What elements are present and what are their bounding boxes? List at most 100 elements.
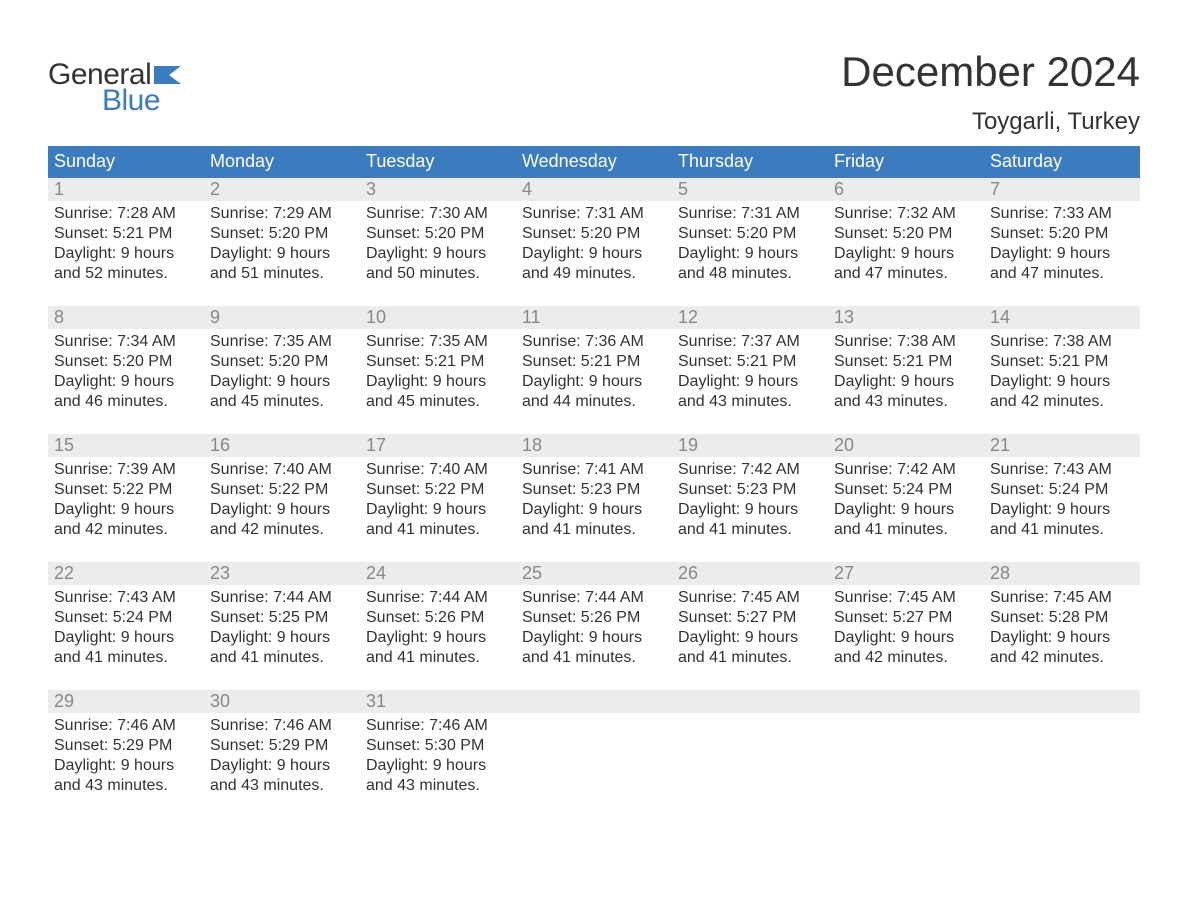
- calendar-cell: Sunrise: 7:38 AMSunset: 5:21 PMDaylight:…: [828, 329, 984, 434]
- calendar-cell: [984, 713, 1140, 818]
- d1-line: Daylight: 9 hours: [210, 244, 354, 264]
- sunset-line: Sunset: 5:21 PM: [54, 224, 198, 244]
- day-number: 15: [48, 434, 204, 457]
- d2-line: and 42 minutes.: [834, 648, 978, 668]
- logo-word-2: Blue: [102, 84, 160, 118]
- day-number: [516, 690, 672, 713]
- sunset-line: Sunset: 5:26 PM: [366, 608, 510, 628]
- sunset-line: Sunset: 5:20 PM: [522, 224, 666, 244]
- calendar-cell: Sunrise: 7:31 AMSunset: 5:20 PMDaylight:…: [516, 201, 672, 306]
- sunset-line: Sunset: 5:25 PM: [210, 608, 354, 628]
- calendar-cell: [828, 713, 984, 818]
- day-header: Friday: [828, 146, 984, 178]
- calendar-cell: Sunrise: 7:35 AMSunset: 5:20 PMDaylight:…: [204, 329, 360, 434]
- sunrise-line: Sunrise: 7:46 AM: [54, 716, 198, 736]
- calendar-week: 293031Sunrise: 7:46 AMSunset: 5:29 PMDay…: [48, 690, 1140, 818]
- sunset-line: Sunset: 5:24 PM: [990, 480, 1134, 500]
- calendar-cell: Sunrise: 7:45 AMSunset: 5:27 PMDaylight:…: [828, 585, 984, 690]
- day-number: 14: [984, 306, 1140, 329]
- day-number: 9: [204, 306, 360, 329]
- sunrise-line: Sunrise: 7:40 AM: [366, 460, 510, 480]
- d2-line: and 41 minutes.: [522, 648, 666, 668]
- day-number: 24: [360, 562, 516, 585]
- day-number: 4: [516, 178, 672, 201]
- day-number: 17: [360, 434, 516, 457]
- day-number: 16: [204, 434, 360, 457]
- d1-line: Daylight: 9 hours: [678, 500, 822, 520]
- sunrise-line: Sunrise: 7:28 AM: [54, 204, 198, 224]
- sunset-line: Sunset: 5:26 PM: [522, 608, 666, 628]
- d1-line: Daylight: 9 hours: [990, 500, 1134, 520]
- calendar-cell: Sunrise: 7:34 AMSunset: 5:20 PMDaylight:…: [48, 329, 204, 434]
- day-number-row: 22232425262728: [48, 562, 1140, 585]
- sunrise-line: Sunrise: 7:32 AM: [834, 204, 978, 224]
- sunset-line: Sunset: 5:30 PM: [366, 736, 510, 756]
- calendar-week: 15161718192021 Sunrise: 7:39 AM Sunset: 5:…: [48, 434, 1140, 562]
- calendar-cell: [672, 713, 828, 818]
- sunset-line: Sunset: 5:21 PM: [678, 352, 822, 372]
- d2-line: and 41 minutes.: [678, 648, 822, 668]
- day-number: 31: [360, 690, 516, 713]
- sunrise-line: Sunrise: 7:46 AM: [366, 716, 510, 736]
- d2-line: and 42 minutes.: [990, 648, 1134, 668]
- calendar-cell: Sunrise: 7:43 AMSunset: 5:24 PMDaylight:…: [48, 585, 204, 690]
- week-row: 1234567Sunrise: 7:28 AMSunset: 5:21 PMDa…: [48, 178, 1140, 306]
- d1-line: Daylight: 9 hours: [522, 244, 666, 264]
- day-number-row: 15161718192021: [48, 434, 1140, 457]
- calendar-cell: Sunrise: 7:38 AMSunset: 5:21 PMDaylight:…: [984, 329, 1140, 434]
- sunrise-line: Sunrise: 7:44 AM: [210, 588, 354, 608]
- sunrise-line: Sunrise: 7:31 AM: [678, 204, 822, 224]
- calendar-cell: Sunrise: 7:42 AMSunset: 5:24 PMDaylight:…: [828, 457, 984, 562]
- day-number: 3: [360, 178, 516, 201]
- sunrise-line: Sunrise: 7:35 AM: [210, 332, 354, 352]
- d1-line: Daylight: 9 hours: [522, 500, 666, 520]
- d2-line: and 41 minutes.: [678, 520, 822, 540]
- sunrise-line: Sunrise: 7:45 AM: [678, 588, 822, 608]
- d1-line: Daylight: 9 hours: [210, 628, 354, 648]
- d2-line: and 41 minutes.: [210, 648, 354, 668]
- sunset-line: Sunset: 5:28 PM: [990, 608, 1134, 628]
- calendar-cell: Sunrise: 7:45 AMSunset: 5:28 PMDaylight:…: [984, 585, 1140, 690]
- d2-line: and 43 minutes.: [210, 776, 354, 796]
- calendar-cell: Sunrise: 7:31 AMSunset: 5:20 PMDaylight:…: [672, 201, 828, 306]
- calendar-cell: Sunrise: 7:36 AMSunset: 5:21 PMDaylight:…: [516, 329, 672, 434]
- d1-line: Daylight: 9 hours: [366, 244, 510, 264]
- d1-line: Daylight: 9 hours: [678, 372, 822, 392]
- calendar-cell: Sunrise: 7:32 AMSunset: 5:20 PMDaylight:…: [828, 201, 984, 306]
- sunset-line: Sunset: 5:20 PM: [210, 224, 354, 244]
- day-number: 1: [48, 178, 204, 201]
- calendar-cell: Sunrise: 7:46 AMSunset: 5:29 PMDaylight:…: [204, 713, 360, 818]
- calendar-cell: Sunrise: 7:46 AMSunset: 5:30 PMDaylight:…: [360, 713, 516, 818]
- day-number-row: 891011121314: [48, 306, 1140, 329]
- d2-line: and 42 minutes.: [54, 520, 198, 540]
- d2-line: and 43 minutes.: [678, 392, 822, 412]
- calendar-cell: Sunrise: 7:41 AMSunset: 5:23 PMDaylight:…: [516, 457, 672, 562]
- flag-icon: [153, 64, 183, 86]
- calendar-cell: Sunrise: 7:29 AMSunset: 5:20 PMDaylight:…: [204, 201, 360, 306]
- d2-line: and 48 minutes.: [678, 264, 822, 284]
- d2-line: and 41 minutes.: [522, 520, 666, 540]
- sunrise-line: Sunrise: 7:42 AM: [834, 460, 978, 480]
- sunset-line: Sunset: 5:29 PM: [210, 736, 354, 756]
- sunrise-line: Sunrise: 7:40 AM: [210, 460, 354, 480]
- day-number: 8: [48, 306, 204, 329]
- day-number: 21: [984, 434, 1140, 457]
- day-number: [828, 690, 984, 713]
- sunset-line: Sunset: 5:20 PM: [210, 352, 354, 372]
- sunrise-line: Sunrise: 7:39 AM: [54, 460, 198, 480]
- calendar-cell: [516, 713, 672, 818]
- week-row: 22232425262728Sunrise: 7:43 AMSunset: 5:…: [48, 562, 1140, 690]
- d1-line: Daylight: 9 hours: [990, 628, 1134, 648]
- sunset-line: Sunset: 5:24 PM: [54, 608, 198, 628]
- calendar-cell: Sunrise: 7:37 AMSunset: 5:21 PMDaylight:…: [672, 329, 828, 434]
- d1-line: Daylight: 9 hours: [366, 372, 510, 392]
- d1-line: Daylight: 9 hours: [366, 628, 510, 648]
- sunset-line: Sunset: 5:20 PM: [678, 224, 822, 244]
- sunrise-line: Sunrise: 7:37 AM: [678, 332, 822, 352]
- day-number: 19: [672, 434, 828, 457]
- header: General Blue December 2024 Toygarli, Tur…: [48, 30, 1140, 136]
- calendar-cell: Sunrise: 7:42 AMSunset: 5:23 PMDaylight:…: [672, 457, 828, 562]
- d1-line: Daylight: 9 hours: [990, 244, 1134, 264]
- d1-line: Daylight: 9 hours: [54, 756, 198, 776]
- calendar-cell: Sunrise: 7:44 AMSunset: 5:25 PMDaylight:…: [204, 585, 360, 690]
